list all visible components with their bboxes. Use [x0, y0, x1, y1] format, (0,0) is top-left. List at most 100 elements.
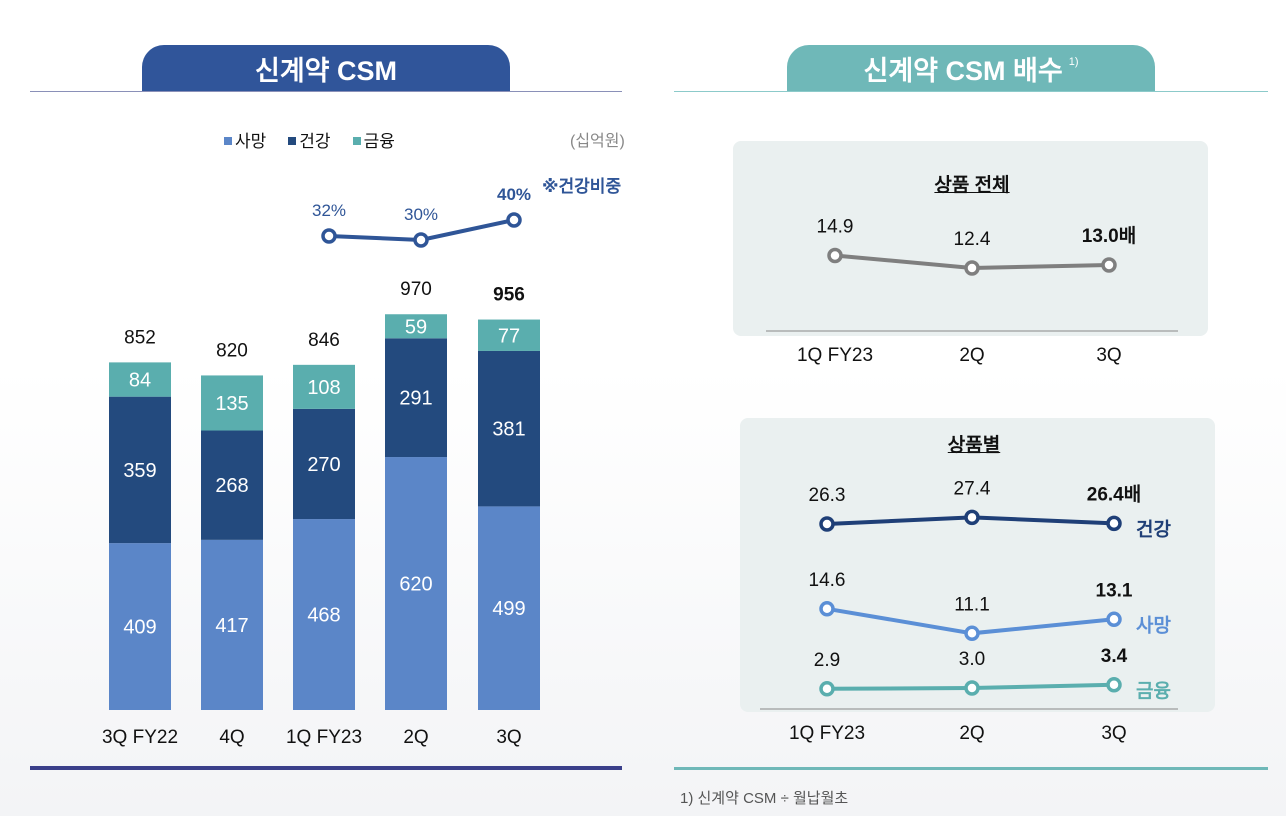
unit-label: (십억원): [570, 133, 625, 150]
x-axis-tick-label: 2Q: [403, 727, 428, 748]
data-label: 14.9: [817, 217, 854, 238]
bar-segment-death: [201, 539, 263, 710]
bar-segment-health: [293, 408, 355, 520]
bar-value-label: 359: [123, 460, 156, 482]
bar-segment-finance: [109, 362, 171, 397]
legend-item-finance: 금융: [352, 127, 395, 152]
x-axis-tick-label: 1Q FY23: [797, 345, 873, 366]
bar-segment-death: [478, 506, 540, 710]
bar-segment-death: [293, 519, 355, 710]
data-label: 11.1: [954, 594, 990, 615]
data-point: [1106, 611, 1122, 628]
health-ratio-point: [321, 228, 337, 244]
bar-segment-finance: [385, 314, 447, 339]
bar-value-label: 268: [215, 475, 248, 497]
right-panel-title: 신계약 CSM 배수 1): [787, 45, 1155, 91]
bar-value-label: 417: [215, 615, 248, 637]
bar-segment-health: [478, 350, 540, 507]
legend-swatch: [288, 136, 297, 145]
x-axis-tick-label: 3Q: [496, 727, 521, 748]
bar-value-label: 468: [307, 605, 340, 627]
bar-total-label: 970: [400, 279, 432, 300]
left-panel-title: 신계약 CSM: [142, 45, 510, 91]
data-point: [1101, 257, 1117, 273]
bar-total-label: 852: [124, 327, 156, 348]
data-point: [827, 247, 843, 264]
data-label: 26.4배: [1087, 483, 1141, 505]
total-multiple-box: [733, 141, 1208, 336]
bar-segment-death: [109, 543, 171, 710]
by-product-box: [740, 418, 1215, 712]
series-name-label: 금융: [1136, 680, 1171, 702]
bar-value-label: 84: [129, 370, 151, 392]
x-axis-tick-label: 1Q FY23: [286, 727, 362, 748]
legend-swatch: [352, 136, 361, 145]
legend-label: 사망: [235, 132, 267, 151]
total-multiple-title: 상품 전체: [934, 175, 1010, 196]
right-title-rule: [674, 91, 1268, 92]
data-point: [964, 625, 980, 642]
bar-value-label: 291: [399, 388, 432, 410]
data-label: 3.0: [959, 649, 985, 670]
health-ratio-point: [413, 232, 429, 248]
bar-value-label: 620: [399, 574, 432, 596]
x-axis-tick-label: 4Q: [219, 727, 244, 748]
data-label: 12.4: [954, 229, 991, 250]
data-point: [819, 601, 835, 617]
data-point: [1106, 677, 1122, 693]
bar-segment-finance: [293, 364, 355, 409]
x-axis-tick-label: 1Q FY23: [789, 723, 865, 744]
data-point: [1106, 515, 1122, 532]
data-label: 14.6: [809, 570, 846, 591]
x-axis-tick-label: 3Q: [1096, 345, 1121, 366]
bar-value-label: 409: [123, 617, 156, 639]
bar-value-label: 270: [307, 454, 340, 476]
bar-segment-finance: [201, 375, 263, 431]
bar-value-label: 77: [498, 325, 520, 347]
bar-total-label: 820: [216, 340, 248, 361]
bar-segment-health: [201, 430, 263, 540]
data-label: 27.4: [954, 478, 991, 499]
series-name-label: 사망: [1136, 614, 1171, 636]
x-axis-tick-label: 3Q FY22: [102, 727, 178, 748]
bar-segment-finance: [478, 319, 540, 351]
chart-legend: 사망 건강 금융: [224, 127, 395, 152]
left-bottom-rule: [30, 766, 622, 770]
data-point: [964, 680, 980, 696]
health-ratio-label: 40%: [497, 185, 531, 204]
right-title-text: 신계약 CSM 배수: [863, 55, 1063, 86]
data-point: [819, 516, 835, 532]
bar-total-label: 956: [493, 285, 525, 306]
legend-swatch: [224, 136, 232, 145]
x-axis-tick-label: 2Q: [959, 723, 984, 744]
bar-value-label: 59: [405, 316, 427, 338]
bar-total-label: 846: [308, 330, 340, 351]
data-label: 3.4: [1101, 646, 1128, 667]
x-axis-tick-label: 3Q: [1101, 723, 1126, 744]
x-axis-tick-label: 2Q: [959, 345, 984, 366]
bar-segment-health: [109, 396, 171, 544]
bar-value-label: 381: [492, 419, 525, 441]
data-point: [964, 260, 980, 276]
right-bottom-rule: [674, 767, 1268, 770]
bar-value-label: 108: [307, 377, 340, 399]
health-ratio-point: [506, 212, 522, 228]
data-label: 26.3: [809, 485, 846, 506]
health-ratio-note: ※건강비중: [542, 177, 621, 196]
legend-item-health: 건강: [288, 127, 331, 152]
legend-label: 금융: [363, 132, 395, 151]
legend-item-death: 사망: [224, 127, 266, 152]
series-name-label: 건강: [1136, 518, 1171, 540]
bar-segment-health: [385, 338, 447, 458]
health-ratio-label: 32%: [312, 201, 346, 220]
bar-value-label: 499: [492, 598, 525, 620]
left-title-text: 신계약 CSM: [254, 55, 398, 86]
title-superscript: 1): [1068, 56, 1079, 68]
footnote: 1) 신계약 CSM ÷ 월납월초: [680, 790, 849, 807]
data-point: [819, 681, 835, 697]
data-label: 13.0배: [1082, 225, 1136, 247]
data-label: 13.1: [1096, 580, 1133, 601]
data-label: 2.9: [814, 650, 840, 671]
bar-segment-death: [385, 457, 447, 710]
